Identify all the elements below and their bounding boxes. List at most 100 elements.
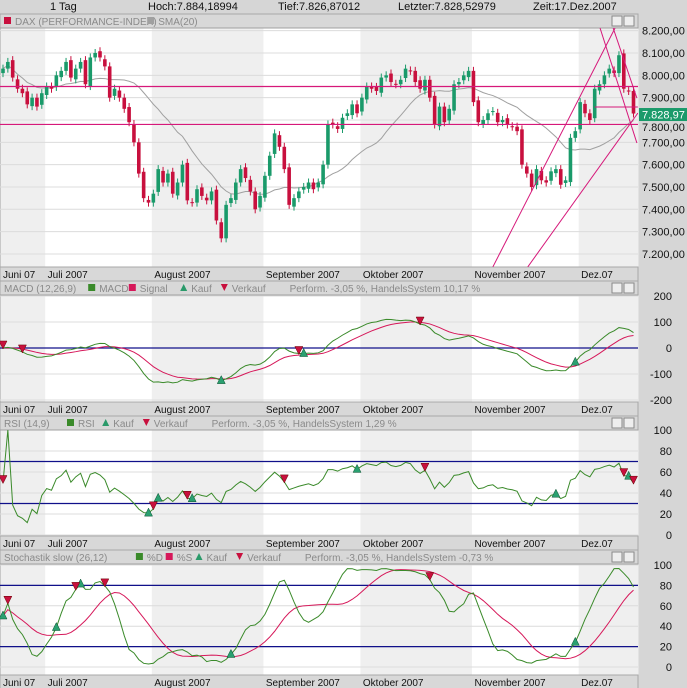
legend-swatch-icon — [128, 284, 136, 291]
candle-body — [510, 126, 515, 128]
sell-signal-marker — [100, 578, 110, 588]
candle-body — [127, 107, 131, 123]
period-label: 1 Tag — [50, 1, 77, 13]
candle-body — [428, 79, 432, 98]
y-tick-label: 8.200,00 — [642, 26, 685, 38]
sell-signal-marker — [629, 475, 638, 485]
candle-body — [73, 68, 78, 80]
candle-body — [248, 179, 253, 192]
panel-close-icon[interactable] — [623, 282, 635, 294]
x-tick-label: Juni 07 — [3, 405, 36, 416]
sell-legend-icon — [142, 419, 150, 426]
candle-body — [30, 97, 34, 107]
buy-signal-marker — [153, 492, 163, 502]
legend-swatch-icon — [67, 419, 74, 426]
x-tick-label: November 2007 — [474, 405, 546, 416]
candle-body — [452, 84, 456, 111]
y-tick-label: 40 — [660, 488, 672, 500]
month-band — [151, 28, 264, 267]
candle-body — [263, 175, 267, 198]
candle-body — [592, 88, 597, 119]
candle-body — [185, 162, 190, 201]
candle-body — [549, 171, 553, 181]
buy-signal-marker — [551, 488, 561, 498]
candle-body — [132, 124, 136, 143]
panel-close-icon[interactable] — [623, 417, 635, 429]
panel-close-icon[interactable] — [623, 551, 635, 563]
x-tick-label: Juni 07 — [3, 539, 36, 550]
macd-line — [2, 318, 634, 384]
panel-close-icon[interactable] — [623, 15, 635, 27]
candle-body — [234, 182, 238, 200]
candle-body — [602, 75, 607, 85]
candle-body — [578, 102, 582, 130]
legend-label: Verkauf — [247, 553, 281, 564]
y-tick-label: 200 — [654, 291, 672, 303]
x-tick-label: September 2007 — [266, 270, 340, 281]
candle-body — [389, 73, 393, 83]
month-band — [151, 564, 264, 675]
x-tick-label: August 2007 — [154, 539, 211, 550]
candle-body — [622, 53, 626, 89]
candle-body — [93, 53, 97, 58]
sell-signal-marker — [148, 501, 158, 511]
y-tick-label: 7.500,00 — [642, 182, 685, 194]
performance-text: Perform. -3,05 %, HandelsSystem 10,17 % — [290, 284, 481, 295]
candle-body — [107, 66, 112, 98]
time-value: Zeit:17.Dez.2007 — [533, 1, 617, 13]
high-value: Hoch:7.884,18994 — [148, 1, 238, 13]
candle-body — [98, 51, 102, 58]
candle-body — [423, 79, 427, 91]
rsi-line — [2, 429, 634, 524]
y-tick-label: 8.000,00 — [642, 70, 685, 82]
candle-body — [384, 75, 388, 78]
candle-body — [369, 86, 374, 89]
candle-body — [495, 112, 500, 123]
candle-body — [69, 60, 73, 78]
candle-body — [520, 129, 524, 165]
last-price-box — [639, 108, 687, 122]
candle-body — [229, 198, 233, 204]
candle-body — [500, 119, 505, 123]
sell-signal-marker — [17, 344, 27, 354]
candle-body — [35, 97, 39, 107]
candle-body — [437, 106, 442, 127]
candle-body — [403, 68, 408, 79]
candle-body — [59, 70, 63, 78]
month-band — [578, 28, 639, 267]
candle-body — [146, 199, 151, 203]
candle-body — [15, 79, 20, 89]
candle-body — [267, 155, 272, 176]
sell-signal-marker — [182, 491, 192, 500]
candle-body — [180, 164, 185, 183]
candle-body — [360, 97, 364, 112]
month-band — [360, 564, 472, 675]
candle-body — [1, 68, 5, 74]
candle-body — [214, 189, 219, 221]
candle-body — [374, 86, 379, 91]
candle-body — [78, 61, 83, 69]
y-tick-label: 8.100,00 — [642, 48, 685, 60]
candle-body — [631, 90, 636, 114]
candle-body — [432, 95, 437, 125]
legend-label: Kauf — [113, 419, 134, 430]
candle-body — [525, 166, 529, 174]
candle-body — [466, 70, 471, 78]
panel-menu-icon[interactable] — [611, 551, 623, 563]
x-tick-label: November 2007 — [474, 270, 546, 281]
candle-body — [321, 164, 325, 185]
x-tick-label: August 2007 — [154, 405, 211, 416]
panel-menu-icon[interactable] — [611, 15, 623, 27]
x-tick-label: Juli 2007 — [48, 678, 88, 688]
month-band — [360, 430, 472, 536]
panel-menu-icon[interactable] — [611, 282, 623, 294]
stoch-d-line — [2, 568, 634, 665]
y-tick-label: 7.600,00 — [642, 160, 685, 172]
sell-signal-marker — [294, 346, 304, 356]
panel-menu-icon[interactable] — [611, 417, 623, 429]
month-band — [578, 564, 639, 675]
sell-signal-marker — [415, 316, 425, 326]
candle-body — [379, 77, 384, 93]
candle-body — [151, 193, 156, 203]
